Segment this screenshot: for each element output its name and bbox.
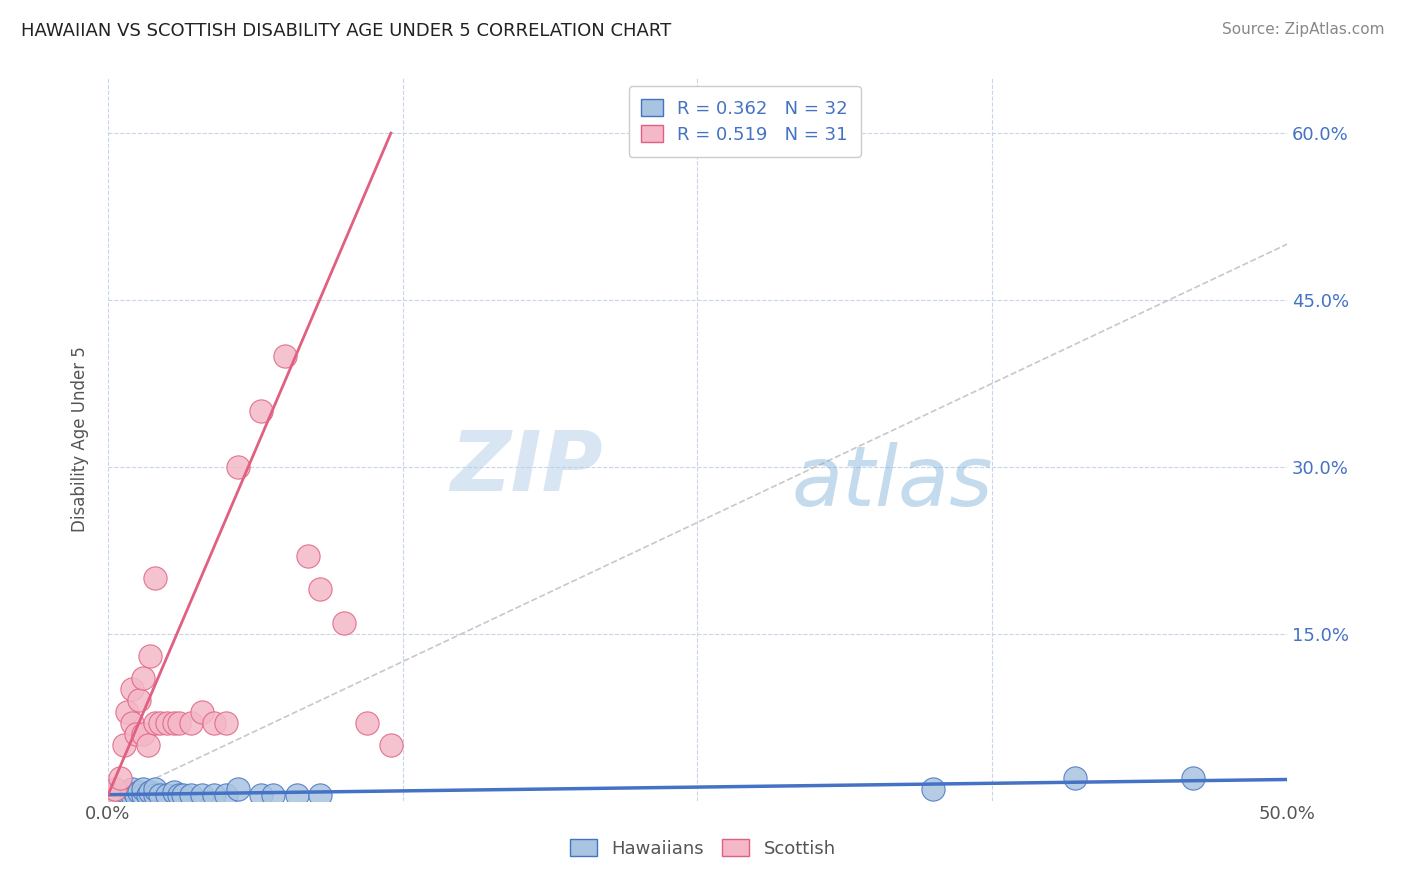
Point <box>121 715 143 730</box>
Point <box>139 785 162 799</box>
Point <box>121 782 143 797</box>
Point <box>104 782 127 797</box>
Point <box>167 715 190 730</box>
Point <box>128 785 150 799</box>
Point <box>250 404 273 418</box>
Point <box>149 715 172 730</box>
Point <box>136 788 159 802</box>
Point <box>143 715 166 730</box>
Point <box>250 788 273 802</box>
Point <box>356 715 378 730</box>
Text: Source: ZipAtlas.com: Source: ZipAtlas.com <box>1222 22 1385 37</box>
Point <box>143 788 166 802</box>
Point <box>114 738 136 752</box>
Point <box>274 349 297 363</box>
Legend: R = 0.362   N = 32, R = 0.519   N = 31: R = 0.362 N = 32, R = 0.519 N = 31 <box>628 87 860 157</box>
Point <box>202 788 225 802</box>
Point <box>97 788 120 802</box>
Point <box>285 788 308 802</box>
Point <box>167 788 190 802</box>
Point <box>121 682 143 697</box>
Point <box>380 738 402 752</box>
Point <box>191 705 214 719</box>
Point <box>1063 772 1085 786</box>
Point <box>156 715 179 730</box>
Point <box>179 715 201 730</box>
Text: HAWAIIAN VS SCOTTISH DISABILITY AGE UNDER 5 CORRELATION CHART: HAWAIIAN VS SCOTTISH DISABILITY AGE UNDE… <box>21 22 671 40</box>
Point <box>1181 772 1204 786</box>
Point <box>115 785 138 799</box>
Point <box>215 715 238 730</box>
Point <box>132 671 155 685</box>
Point <box>108 772 131 786</box>
Point <box>922 782 945 797</box>
Point <box>143 782 166 797</box>
Point <box>297 549 319 563</box>
Point <box>132 788 155 802</box>
Point <box>172 788 194 802</box>
Point <box>156 788 179 802</box>
Point <box>132 782 155 797</box>
Point <box>309 788 332 802</box>
Point <box>215 788 238 802</box>
Point <box>332 615 354 630</box>
Point <box>309 582 332 597</box>
Point <box>128 693 150 707</box>
Text: ZIP: ZIP <box>450 427 603 508</box>
Point <box>114 788 136 802</box>
Point <box>139 648 162 663</box>
Point <box>143 571 166 585</box>
Text: atlas: atlas <box>792 442 994 523</box>
Point <box>149 788 172 802</box>
Point <box>97 788 120 802</box>
Point <box>121 788 143 802</box>
Point <box>115 705 138 719</box>
Point <box>262 788 284 802</box>
Legend: Hawaiians, Scottish: Hawaiians, Scottish <box>562 832 844 865</box>
Point <box>125 788 148 802</box>
Point <box>132 727 155 741</box>
Point <box>226 782 249 797</box>
Point <box>136 738 159 752</box>
Y-axis label: Disability Age Under 5: Disability Age Under 5 <box>72 346 89 532</box>
Point <box>108 788 131 802</box>
Point <box>163 715 186 730</box>
Point <box>125 727 148 741</box>
Point <box>179 788 201 802</box>
Point <box>191 788 214 802</box>
Point <box>163 785 186 799</box>
Point <box>226 459 249 474</box>
Point <box>104 788 127 802</box>
Point <box>202 715 225 730</box>
